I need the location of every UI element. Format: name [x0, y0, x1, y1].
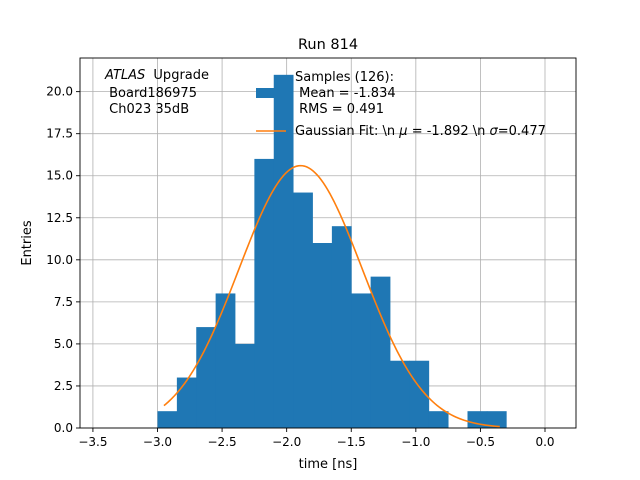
y-tick-label-3: 7.5 — [54, 295, 73, 309]
x-tick-label-7: 0.0 — [535, 435, 554, 449]
annotation-board: Board186975 — [105, 86, 197, 101]
annotation-line-1: ATLAS Upgrade — [104, 68, 209, 83]
legend-fit-part-2: = -1.892 \n — [408, 124, 490, 139]
histogram-bar-17 — [486, 411, 507, 428]
histogram-bar-4 — [235, 343, 255, 428]
y-axis-ticks: 0.0 2.5 5.0 7.5 10.0 12.5 15.0 17.5 20.0 — [46, 85, 80, 435]
histogram-bar-16 — [467, 411, 488, 428]
legend: Samples (126): Mean = -1.834 RMS = 0.491… — [256, 70, 546, 139]
histogram-bar-9 — [331, 226, 352, 428]
atlas-annotation: ATLAS Upgrade Board186975 Ch023 35dB — [104, 68, 209, 117]
legend-fit-mu: μ — [398, 124, 407, 139]
x-tick-label-0: −3.5 — [78, 435, 107, 449]
y-tick-label-6: 15.0 — [46, 169, 73, 183]
histogram-bar-6 — [273, 74, 294, 429]
legend-fit-label: Gaussian Fit: \n μ = -1.892 \n σ=0.477 — [295, 124, 546, 139]
y-tick-label-8: 20.0 — [46, 85, 73, 99]
x-tick-label-4: −1.5 — [337, 435, 366, 449]
histogram-bar-0 — [157, 411, 178, 428]
histogram-bar-7 — [293, 192, 313, 428]
x-tick-label-3: −2.0 — [272, 435, 301, 449]
annotation-upgrade: Upgrade — [153, 68, 209, 83]
histogram-bar-5 — [254, 158, 275, 428]
histogram-bar-3 — [215, 293, 236, 428]
y-tick-label-0: 0.0 — [54, 421, 73, 435]
chart-title: Run 814 — [298, 37, 358, 53]
x-axis-label: time [ns] — [299, 457, 358, 472]
histogram-bars — [157, 74, 507, 429]
y-axis-label: Entries — [20, 220, 35, 266]
histogram-bar-13 — [409, 360, 430, 428]
histogram-bar-1 — [176, 377, 197, 428]
y-tick-label-5: 12.5 — [46, 211, 73, 225]
histogram-bar-14 — [428, 411, 449, 428]
x-tick-label-5: −1.0 — [401, 435, 430, 449]
legend-fit-part-3: =0.477 — [498, 124, 546, 139]
histogram-bar-2 — [196, 327, 217, 428]
histogram-bar-8 — [312, 243, 333, 428]
x-axis-ticks: −3.5 −3.0 −2.5 −2.0 −1.5 −1.0 −0.5 0.0 — [78, 428, 555, 449]
annotation-atlas-word: ATLAS — [104, 68, 145, 83]
legend-samples-rms: RMS = 0.491 — [295, 102, 384, 117]
fit-curve-line — [163, 164, 500, 428]
histogram-bar-12 — [390, 360, 410, 428]
fit-curve-group — [163, 164, 500, 428]
x-tick-label-1: −3.0 — [143, 435, 172, 449]
y-tick-label-7: 17.5 — [46, 127, 73, 141]
legend-samples-mean: Mean = -1.834 — [295, 86, 396, 101]
y-tick-label-1: 2.5 — [54, 379, 73, 393]
legend-fit-sigma: σ — [490, 124, 499, 139]
legend-samples-swatch — [256, 88, 286, 98]
y-tick-label-4: 10.0 — [46, 253, 73, 267]
histogram-bar-10 — [351, 293, 372, 428]
x-tick-label-2: −2.5 — [208, 435, 237, 449]
annotation-channel: Ch023 35dB — [105, 102, 189, 117]
axes-frame — [79, 57, 577, 429]
x-tick-label-6: −0.5 — [466, 435, 495, 449]
y-tick-label-2: 5.0 — [54, 337, 73, 351]
histogram-bar-11 — [370, 276, 391, 428]
legend-samples-title: Samples (126): — [295, 70, 394, 85]
legend-fit-part-1: Gaussian Fit: \n — [295, 124, 399, 139]
